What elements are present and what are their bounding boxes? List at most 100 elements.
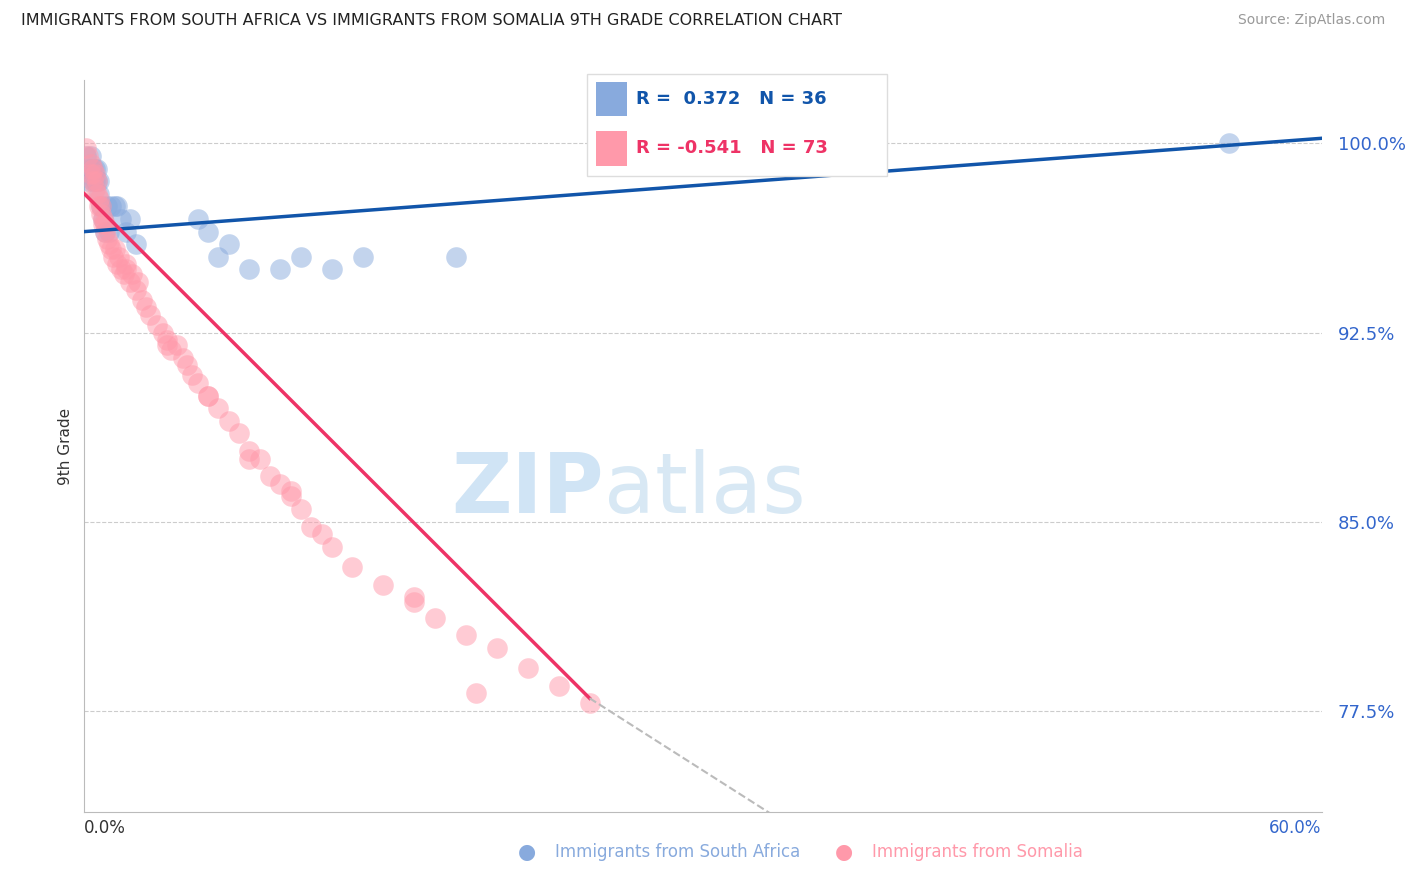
Text: ZIP: ZIP (451, 450, 605, 531)
Point (75, 141, 97, 155)
Point (114, 257, 136, 271)
Point (100, 242, 122, 256)
Point (311, 527, 333, 541)
Point (125, 283, 148, 297)
Point (104, 199, 127, 213)
Point (187, 376, 209, 390)
Point (114, 225, 136, 239)
Point (79, 149, 101, 163)
Point (342, 560, 364, 574)
Text: ●: ● (519, 842, 536, 862)
Y-axis label: 9th Grade: 9th Grade (58, 408, 73, 484)
Point (228, 426, 250, 441)
Point (94, 217, 117, 231)
Point (118, 212, 141, 227)
Text: R =  0.372   N = 36: R = 0.372 N = 36 (636, 90, 827, 108)
Point (290, 502, 312, 516)
Point (90, 199, 112, 213)
Point (180, 368, 202, 383)
Point (249, 451, 271, 466)
Point (100, 199, 122, 213)
Point (121, 268, 143, 282)
Point (82, 161, 104, 176)
Point (94, 225, 117, 239)
Point (96, 199, 118, 213)
Point (269, 262, 291, 277)
Point (91, 212, 114, 227)
Point (83, 182, 105, 196)
Point (131, 293, 153, 307)
Point (280, 490, 302, 504)
Point (465, 686, 488, 700)
Point (1218, 136, 1240, 151)
Point (82, 161, 104, 176)
Point (187, 212, 209, 227)
Point (104, 242, 127, 256)
Point (516, 661, 538, 675)
Point (90, 207, 112, 221)
Point (404, 591, 426, 605)
Point (238, 262, 260, 277)
Point (105, 199, 128, 213)
Point (238, 451, 260, 466)
Point (321, 262, 343, 277)
Point (404, 595, 426, 609)
Point (207, 250, 229, 264)
Point (77, 161, 100, 176)
Point (86, 186, 108, 201)
Point (91, 217, 114, 231)
Point (83, 174, 105, 188)
Point (98, 237, 121, 252)
Point (547, 679, 569, 693)
Point (110, 262, 132, 277)
FancyBboxPatch shape (596, 82, 627, 116)
Point (77, 149, 100, 163)
Point (83, 161, 105, 176)
Point (87, 186, 110, 201)
Text: ●: ● (835, 842, 852, 862)
Text: 0.0%: 0.0% (84, 819, 127, 838)
Point (87, 192, 110, 206)
Point (197, 388, 219, 402)
Point (172, 351, 194, 365)
Point (96, 232, 118, 246)
Point (352, 250, 374, 264)
Point (91, 212, 114, 227)
Point (86, 174, 108, 188)
Text: Immigrants from South Africa: Immigrants from South Africa (555, 843, 800, 861)
Point (156, 333, 179, 347)
Point (238, 444, 260, 458)
Point (112, 268, 135, 282)
FancyBboxPatch shape (596, 131, 627, 166)
Point (299, 519, 322, 533)
Text: IMMIGRANTS FROM SOUTH AFRICA VS IMMIGRANTS FROM SOMALIA 9TH GRADE CORRELATION CH: IMMIGRANTS FROM SOUTH AFRICA VS IMMIGRAN… (21, 13, 842, 29)
Point (118, 275, 141, 289)
Point (152, 326, 174, 340)
Point (156, 338, 179, 352)
Point (176, 359, 198, 373)
Point (98, 225, 121, 239)
Text: Immigrants from Somalia: Immigrants from Somalia (872, 843, 1083, 861)
Point (444, 250, 467, 264)
Point (114, 262, 136, 277)
Point (269, 476, 291, 491)
Point (485, 640, 508, 655)
Text: 60.0%: 60.0% (1270, 819, 1322, 838)
Text: Source: ZipAtlas.com: Source: ZipAtlas.com (1237, 13, 1385, 28)
Point (103, 250, 125, 264)
Point (197, 225, 219, 239)
Point (139, 308, 162, 322)
Point (290, 250, 312, 264)
Point (86, 161, 108, 176)
Point (87, 174, 110, 188)
FancyBboxPatch shape (586, 73, 887, 177)
Point (160, 343, 183, 358)
Point (423, 610, 446, 624)
Text: atlas: atlas (605, 450, 806, 531)
Point (79, 156, 101, 170)
Point (454, 628, 477, 642)
Point (197, 388, 219, 402)
Point (90, 199, 112, 213)
Point (280, 484, 302, 499)
Point (145, 318, 167, 332)
